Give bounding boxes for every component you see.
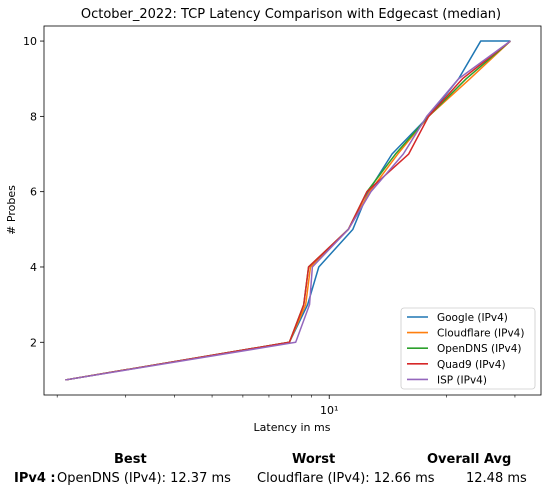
worst-header: Worst (292, 452, 336, 467)
worst-value: Cloudflare (IPv4): 12.66 ms (257, 471, 435, 486)
x-axis-label: Latency in ms (254, 421, 331, 434)
y-axis-label: # Probes (5, 185, 18, 235)
series-line-google-ipv4 (65, 40, 511, 381)
chart-legend: Google (IPv4) Cloudflare (IPv4) OpenDNS (I… (400, 307, 536, 390)
y-tick-label: 6 (30, 186, 37, 199)
plot-frame (43, 25, 542, 396)
series-line-isp-ipv4 (65, 40, 511, 381)
legend-entry: Cloudflare (IPv4) (437, 328, 524, 340)
y-tick-label: 2 (30, 336, 37, 349)
series-line-quad9-ipv4 (65, 40, 511, 381)
legend-box (400, 307, 536, 390)
legend-entry: ISP (IPv4) (437, 374, 487, 386)
y-tick-label: 8 (30, 110, 37, 123)
y-tick-label: 4 (30, 261, 37, 274)
x-tick-label: 10¹ (320, 404, 338, 417)
chart-title: October_2022: TCP Latency Comparison wit… (81, 7, 501, 22)
best-header: Best (114, 452, 147, 467)
y-tick-label: 10 (23, 35, 37, 48)
legend-entry: OpenDNS (IPv4) (437, 343, 522, 355)
latency-chart: October_2022: TCP Latency Comparison wit… (5, 7, 542, 434)
legend-entry: Quad9 (IPv4) (437, 359, 506, 371)
legend-entry: Google (IPv4) (437, 312, 508, 324)
ipv4-row-label: IPv4 : (14, 471, 56, 486)
best-value: OpenDNS (IPv4): 12.37 ms (57, 471, 231, 486)
overall-avg-value: 12.48 ms (466, 471, 527, 486)
overall-avg-header: Overall Avg (427, 452, 512, 467)
